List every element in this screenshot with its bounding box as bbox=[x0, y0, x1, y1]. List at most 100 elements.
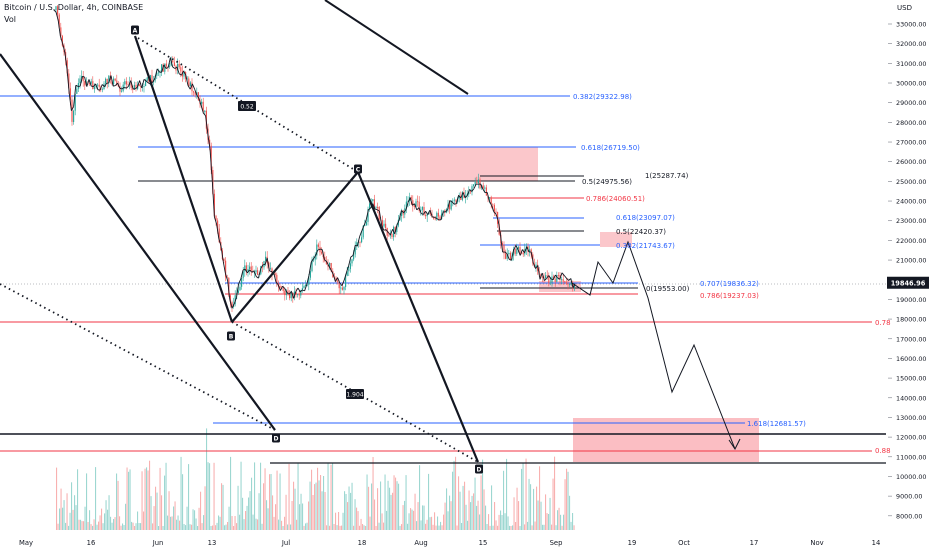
volume-bar bbox=[131, 521, 133, 530]
price-path bbox=[253, 270, 257, 277]
volume-bar bbox=[485, 505, 487, 530]
candle-body bbox=[570, 283, 572, 285]
price-path bbox=[434, 216, 437, 219]
candle-body bbox=[260, 266, 262, 275]
volume-bar bbox=[291, 501, 293, 530]
price-path bbox=[134, 86, 138, 90]
volume-bar bbox=[182, 474, 184, 530]
price-path bbox=[229, 299, 233, 309]
volume-bar bbox=[494, 502, 496, 530]
candle-body bbox=[217, 220, 219, 229]
candle-body bbox=[301, 288, 303, 291]
time-tick-label: 16 bbox=[87, 539, 96, 547]
time-tick-label: 17 bbox=[750, 539, 759, 547]
volume-bar bbox=[68, 525, 70, 530]
volume-bar bbox=[366, 474, 368, 530]
volume-bar bbox=[506, 458, 508, 530]
candle-body bbox=[385, 223, 387, 228]
price-path bbox=[139, 80, 143, 89]
price-path bbox=[141, 79, 145, 89]
volume-bar bbox=[524, 524, 526, 530]
price-path bbox=[293, 291, 297, 299]
volume-bar bbox=[261, 523, 263, 530]
candle-body bbox=[359, 242, 361, 243]
candle-body bbox=[492, 204, 494, 206]
price-path bbox=[563, 275, 567, 279]
candle-body bbox=[482, 185, 484, 189]
price-path bbox=[317, 248, 321, 251]
volume-bar bbox=[480, 475, 482, 530]
price-path bbox=[224, 273, 229, 281]
price-path bbox=[473, 183, 477, 189]
volume-bar bbox=[414, 493, 416, 530]
volume-bar bbox=[428, 473, 430, 530]
volume-bar bbox=[567, 471, 569, 530]
price-path bbox=[517, 249, 521, 256]
candle-body bbox=[407, 201, 409, 202]
volume-bar bbox=[518, 501, 520, 530]
candle-body bbox=[290, 293, 292, 299]
volume-bar bbox=[548, 514, 550, 530]
candle-body bbox=[105, 78, 107, 84]
volume-bar bbox=[113, 519, 115, 530]
candle-body bbox=[329, 263, 331, 267]
volume-bar bbox=[450, 501, 452, 530]
volume-bar bbox=[126, 467, 128, 530]
candle-body bbox=[562, 279, 564, 282]
price-path bbox=[515, 245, 519, 250]
price-path bbox=[460, 192, 464, 199]
candle-body bbox=[517, 247, 519, 249]
volume-bar bbox=[488, 514, 490, 530]
volume-bar bbox=[176, 519, 178, 530]
wave-line-b-c bbox=[231, 171, 359, 323]
volume-bar bbox=[252, 514, 254, 530]
price-path bbox=[84, 76, 88, 87]
volume-bar bbox=[308, 501, 310, 530]
volume-bar bbox=[392, 492, 394, 530]
price-tick-label: 27000.00 bbox=[896, 139, 927, 147]
volume-bar bbox=[149, 460, 151, 530]
candle-body bbox=[108, 75, 110, 83]
price-path bbox=[447, 200, 451, 210]
candle-body bbox=[285, 290, 287, 296]
volume-bar bbox=[164, 475, 166, 530]
wave-label-text: D bbox=[274, 436, 279, 443]
volume-bar bbox=[228, 506, 230, 530]
volume-bar bbox=[323, 476, 325, 530]
price-path bbox=[130, 80, 134, 89]
candle-body bbox=[410, 197, 412, 201]
price-tick-label: 23000.00 bbox=[896, 217, 927, 225]
currency-label: USD bbox=[897, 4, 912, 12]
volume-bar bbox=[381, 513, 383, 530]
candle-body bbox=[545, 275, 547, 279]
price-path bbox=[421, 213, 424, 215]
price-path bbox=[546, 275, 550, 279]
price-path bbox=[257, 268, 262, 279]
volume-bar bbox=[234, 516, 236, 530]
candle-body bbox=[450, 201, 452, 210]
candle-body bbox=[522, 252, 524, 255]
volume-bar bbox=[357, 511, 359, 530]
candle-body bbox=[460, 196, 462, 200]
volume-bar bbox=[273, 516, 275, 530]
time-tick-label: May bbox=[19, 539, 33, 547]
volume-bar bbox=[314, 484, 316, 530]
volume-bar bbox=[446, 488, 448, 530]
candle-body bbox=[60, 27, 62, 36]
price-path bbox=[211, 179, 215, 218]
candle-body bbox=[114, 78, 116, 81]
volume-bar bbox=[329, 525, 331, 530]
price-path bbox=[117, 82, 121, 89]
volume-bar bbox=[293, 481, 295, 530]
ratio-label: 1.904 bbox=[346, 389, 364, 399]
volume-bar bbox=[270, 474, 272, 530]
volume-bar bbox=[561, 525, 563, 530]
volume-bar bbox=[134, 526, 136, 530]
price-path bbox=[570, 278, 574, 288]
candle-body bbox=[509, 252, 511, 260]
price-path bbox=[497, 220, 501, 235]
volume-bar bbox=[288, 463, 290, 530]
volume-bar bbox=[474, 477, 476, 530]
